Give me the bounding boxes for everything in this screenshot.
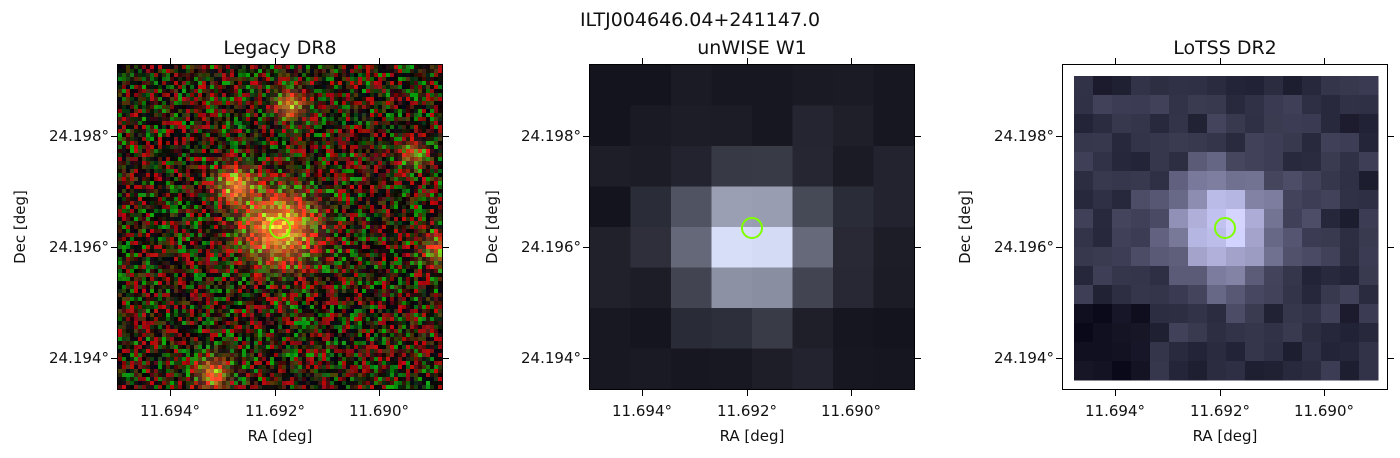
x-tick-mark-top bbox=[641, 58, 643, 64]
x-tick-label: 11.692° bbox=[717, 402, 777, 420]
x-axis-label: RA [deg] bbox=[1192, 427, 1258, 445]
y-tick-mark-right bbox=[1388, 357, 1394, 359]
y-tick-label: 24.196° bbox=[521, 238, 581, 256]
x-tick-mark bbox=[641, 390, 643, 396]
x-tick-mark bbox=[274, 390, 276, 396]
y-axis-label: Dec [deg] bbox=[11, 190, 29, 264]
x-tick-mark-top bbox=[1219, 58, 1221, 64]
source-position-marker bbox=[741, 217, 763, 239]
x-tick-mark bbox=[1323, 390, 1325, 396]
panel-title: unWISE W1 bbox=[697, 37, 807, 59]
y-tick-label: 24.198° bbox=[49, 127, 109, 145]
y-tick-mark-right bbox=[915, 357, 921, 359]
source-position-marker bbox=[269, 217, 291, 239]
y-tick-mark-right bbox=[443, 246, 449, 248]
y-tick-mark bbox=[1056, 135, 1062, 137]
lotss-radio-image bbox=[1063, 65, 1387, 389]
x-tick-mark-top bbox=[746, 58, 748, 64]
x-tick-mark bbox=[169, 390, 171, 396]
image-axes bbox=[1062, 64, 1388, 390]
x-tick-label: 11.692° bbox=[1190, 402, 1250, 420]
y-tick-mark-right bbox=[1388, 246, 1394, 248]
x-tick-mark-top bbox=[850, 58, 852, 64]
x-tick-label: 11.692° bbox=[245, 402, 305, 420]
x-tick-label: 11.690° bbox=[349, 402, 409, 420]
image-axes bbox=[589, 64, 915, 390]
x-tick-label: 11.690° bbox=[821, 402, 881, 420]
y-tick-label: 24.194° bbox=[49, 349, 109, 367]
x-tick-mark bbox=[1219, 390, 1221, 396]
y-tick-mark bbox=[1056, 246, 1062, 248]
x-tick-label: 11.694° bbox=[612, 402, 672, 420]
y-tick-mark bbox=[111, 135, 117, 137]
source-position-marker bbox=[1214, 217, 1236, 239]
x-tick-mark bbox=[378, 390, 380, 396]
y-tick-mark bbox=[111, 357, 117, 359]
x-tick-mark-top bbox=[1114, 58, 1116, 64]
y-tick-mark bbox=[583, 135, 589, 137]
image-axes bbox=[117, 64, 443, 390]
legacy-rgb-image bbox=[118, 65, 442, 389]
y-tick-mark-right bbox=[1388, 135, 1394, 137]
x-axis-label: RA [deg] bbox=[719, 427, 785, 445]
y-tick-label: 24.194° bbox=[994, 349, 1054, 367]
y-axis-label: Dec [deg] bbox=[956, 190, 974, 264]
panel-title: LoTSS DR2 bbox=[1173, 37, 1277, 59]
unwise-greyscale-image bbox=[590, 65, 914, 389]
y-axis-label: Dec [deg] bbox=[483, 190, 501, 264]
x-tick-mark-top bbox=[169, 58, 171, 64]
y-tick-mark bbox=[1056, 357, 1062, 359]
x-tick-label: 11.690° bbox=[1294, 402, 1354, 420]
panel-title: Legacy DR8 bbox=[223, 37, 337, 59]
panel-legacy-dr8: Legacy DR8 bbox=[0, 0, 443, 458]
figure-suptitle: ILTJ004646.04+241147.0 bbox=[579, 9, 821, 31]
x-tick-label: 11.694° bbox=[1085, 402, 1145, 420]
y-tick-mark bbox=[583, 246, 589, 248]
y-tick-label: 24.194° bbox=[521, 349, 581, 367]
x-tick-label: 11.694° bbox=[140, 402, 200, 420]
y-tick-mark-right bbox=[915, 135, 921, 137]
x-axis-label: RA [deg] bbox=[247, 427, 313, 445]
y-tick-mark-right bbox=[443, 357, 449, 359]
y-tick-mark bbox=[111, 246, 117, 248]
y-tick-label: 24.198° bbox=[521, 127, 581, 145]
x-tick-mark-top bbox=[378, 58, 380, 64]
y-tick-mark-right bbox=[443, 135, 449, 137]
y-tick-mark-right bbox=[915, 246, 921, 248]
x-tick-mark-top bbox=[274, 58, 276, 64]
panel-unwise-w1: unWISE W1 bbox=[0, 0, 915, 458]
y-tick-label: 24.196° bbox=[49, 238, 109, 256]
x-tick-mark bbox=[746, 390, 748, 396]
x-tick-mark-top bbox=[1323, 58, 1325, 64]
y-tick-label: 24.196° bbox=[994, 238, 1054, 256]
y-tick-mark bbox=[583, 357, 589, 359]
x-tick-mark bbox=[1114, 390, 1116, 396]
y-tick-label: 24.198° bbox=[994, 127, 1054, 145]
x-tick-mark bbox=[850, 390, 852, 396]
